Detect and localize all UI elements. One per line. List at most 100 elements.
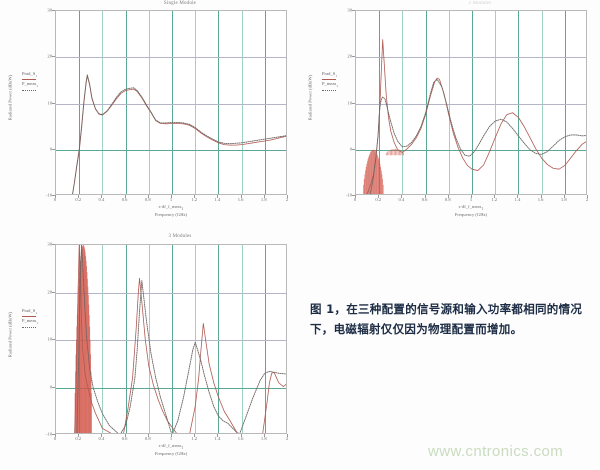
x-tick-mark [171,195,172,198]
y-tick-mark [52,148,55,150]
x-axis-label-line2: Frequency (GHz) [154,212,188,218]
x-axis-label: s-df_f_meas1 Frequency (GHz) [355,204,587,218]
x-tick-mark [540,195,542,198]
x-tick-label: 1 [169,197,173,202]
y-tick-mark [52,434,55,435]
curves [74,245,286,433]
x-tick-label: 1.4 [214,197,221,202]
chart-two-modules: 2 Modules Radiated Power (dBuW) Prad_S1 … [300,0,600,225]
y-tick-label: 30 [47,7,52,13]
series-curve [72,75,286,194]
x-tick-label: 0.4 [98,197,105,202]
x-tick-mark [194,195,196,198]
y-tick-mark [352,102,355,104]
y-tick-label: -10 [45,431,52,437]
legend-sub-prad: 1 [35,73,37,78]
x-tick-label: 2 [585,197,589,202]
legend-item-pmeas: P_meas1 [22,82,38,91]
y-tick-mark [52,10,55,11]
y-tick-mark [352,195,355,196]
legend-swatch-dotted [22,326,36,329]
y-tick-label: 0 [349,146,352,152]
y-tick-mark [52,244,55,245]
y-tick-label: 0 [49,384,52,389]
x-tick-mark [263,434,265,437]
y-tick-label: 10 [47,100,52,105]
legend-item-prad: Prad_S1 [22,71,38,81]
y-tick-mark [52,386,55,388]
legend-sub-prad: 1 [335,73,337,78]
x-tick-mark [78,434,80,437]
x-axis-label-sub: 1 [181,445,184,450]
y-tick-mark [352,56,355,58]
plot-area: s-df_f_meas1 Frequency (GHz) 30 20 10 0 -10 0… [346,8,588,218]
plot-canvas [355,10,587,195]
y-tick-label: -10 [45,192,52,198]
y-tick-mark [52,291,55,293]
x-tick-mark [240,434,242,437]
legend-sub-prad: 1 [35,310,37,315]
chart-three-modules: 3 Modules Radiated Power (dBuW) Prad_S1 … [0,232,300,470]
chart-title: 3 Modules [168,234,192,239]
plot-canvas [55,10,287,195]
x-tick-mark [355,195,356,198]
legend-swatch-solid [22,315,36,318]
x-axis-label-line1: s-df_f_meas [158,204,182,209]
x-tick-label: 1 [169,436,173,441]
y-axis-label: Radiated Power (dBuW) [7,311,13,358]
x-tick-label: 0.6 [421,197,428,202]
y-tick-label: 20 [47,53,52,59]
x-axis-label-line1: s-df_f_meas [158,443,182,448]
x-axis-label-line2: Frequency (GHz) [454,212,488,218]
x-tick-mark [240,195,242,198]
x-tick-mark [124,195,126,198]
legend-swatch-solid [322,78,336,81]
y-tick-label: 30 [47,241,52,247]
y-tick-mark [52,195,55,196]
legend-sub-pmeas: 1 [36,321,38,326]
x-tick-mark [55,195,56,198]
x-tick-label: 0 [53,197,57,202]
x-tick-mark [447,195,449,198]
legend-label-pmeas: P_meas [322,81,337,87]
x-tick-label: 1.4 [514,197,521,202]
x-tick-mark [55,434,56,437]
x-axis-label: s-df_f_meas1 Frequency (GHz) [55,204,287,218]
x-axis-label-line1: s-df_f_meas [458,204,482,209]
x-tick-mark [217,195,219,198]
legend-item-pmeas: P_meas1 [322,82,338,91]
y-tick-label: 20 [347,53,352,59]
x-tick-label: 1.2 [191,436,198,441]
y-tick-label: 10 [47,336,52,342]
chart-single-module: Single Module Radiated Power (dBuW) Prad… [0,0,300,225]
y-tick-mark [52,339,55,340]
x-tick-mark [287,434,288,437]
series-curve [74,245,286,433]
legend-sub-pmeas: 1 [336,84,338,89]
legend-sub-pmeas: 1 [36,84,38,89]
x-tick-mark [517,195,519,198]
curves [72,74,286,194]
plot-area: s-df_f_meas1 Frequency (GHz) 30 20 10 0 -10 0… [46,242,288,457]
legend-swatch-dotted [22,89,36,92]
y-tick-mark [52,56,55,58]
y-tick-mark [352,148,355,150]
x-tick-label: 0.4 [398,197,405,202]
x-tick-label: 0.6 [121,436,128,441]
x-axis-label: s-df_f_meas1 Frequency (GHz) [55,443,287,457]
x-tick-mark [124,434,126,437]
x-tick-label: 1.8 [560,197,567,202]
y-tick-mark [352,10,355,11]
x-tick-label: 0.6 [121,197,128,202]
site-watermark: www.cntronics.com [428,443,564,460]
x-tick-label: 0.2 [375,197,382,202]
legend-swatch-dotted [322,89,336,92]
legend-swatch-solid [22,78,36,81]
x-tick-label: 2 [285,436,289,441]
series-curve [72,74,286,194]
chart-legend: Prad_S1 P_meas1 [22,71,38,93]
x-tick-mark [171,434,172,437]
x-tick-label: 2 [285,197,289,202]
plot-canvas [55,244,287,434]
